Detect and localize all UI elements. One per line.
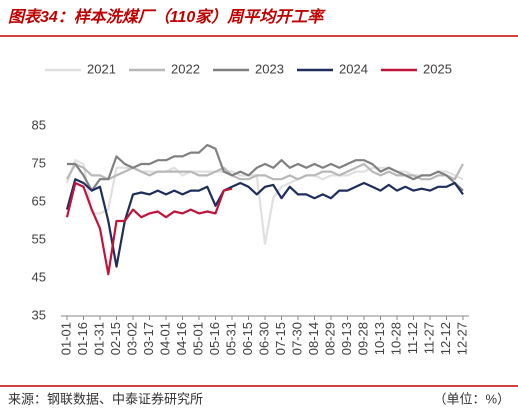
x-tick-label: 11-12 — [405, 322, 420, 354]
y-tick-label: 65 — [32, 193, 46, 208]
y-tick-label: 55 — [32, 231, 46, 246]
series-line — [65, 159, 464, 245]
legend-label: 2025 — [423, 61, 452, 76]
legend-label: 2023 — [255, 61, 284, 76]
x-tick-label: 04-01 — [157, 322, 172, 355]
x-tick-label: 07-30 — [289, 322, 304, 355]
x-tick-label: 11-27 — [421, 322, 436, 354]
x-tick-label: 03-02 — [124, 322, 139, 355]
series-line — [65, 181, 233, 276]
legend-label: 2024 — [339, 61, 368, 76]
x-tick-label: 01-01 — [58, 322, 73, 355]
x-tick-label: 01-31 — [91, 322, 106, 355]
x-tick-label: 07-15 — [273, 322, 288, 355]
y-tick-label: 45 — [32, 269, 46, 284]
x-tick-label: 05-16 — [207, 322, 222, 355]
x-tick-label: 05-01 — [190, 322, 205, 355]
x-tick-label: 06-30 — [256, 322, 271, 355]
x-tick-label: 10-28 — [388, 322, 403, 355]
legend-label: 2021 — [87, 61, 116, 76]
x-tick-label: 08-29 — [322, 322, 337, 355]
series-line — [65, 178, 464, 268]
x-tick-label: 06-15 — [240, 322, 255, 355]
x-tick-label: 05-31 — [223, 322, 238, 355]
x-tick-label: 09-13 — [339, 322, 354, 355]
x-tick-label: 02-15 — [108, 322, 123, 355]
series-line — [67, 143, 464, 192]
legend-label: 2022 — [171, 61, 200, 76]
x-tick-label: 12-27 — [454, 322, 469, 355]
x-tick-label: 03-17 — [141, 322, 156, 355]
x-tick-label: 09-28 — [355, 322, 370, 355]
y-tick-label: 35 — [32, 307, 46, 322]
x-tick-label: 04-16 — [174, 322, 189, 355]
x-tick-label: 10-13 — [372, 322, 387, 355]
chart-title: 图表34：样本洗煤厂（110家）周平均开工率 — [8, 7, 326, 26]
y-tick-label: 85 — [32, 117, 46, 132]
source: 来源：钢联数据、中泰证券研究所 — [8, 391, 203, 406]
unit-note: （单位：%） — [433, 391, 510, 406]
x-tick-label: 08-14 — [306, 322, 321, 355]
x-tick-label: 01-16 — [75, 322, 90, 355]
x-tick-label: 12-12 — [438, 322, 453, 355]
y-tick-label: 75 — [32, 155, 46, 170]
